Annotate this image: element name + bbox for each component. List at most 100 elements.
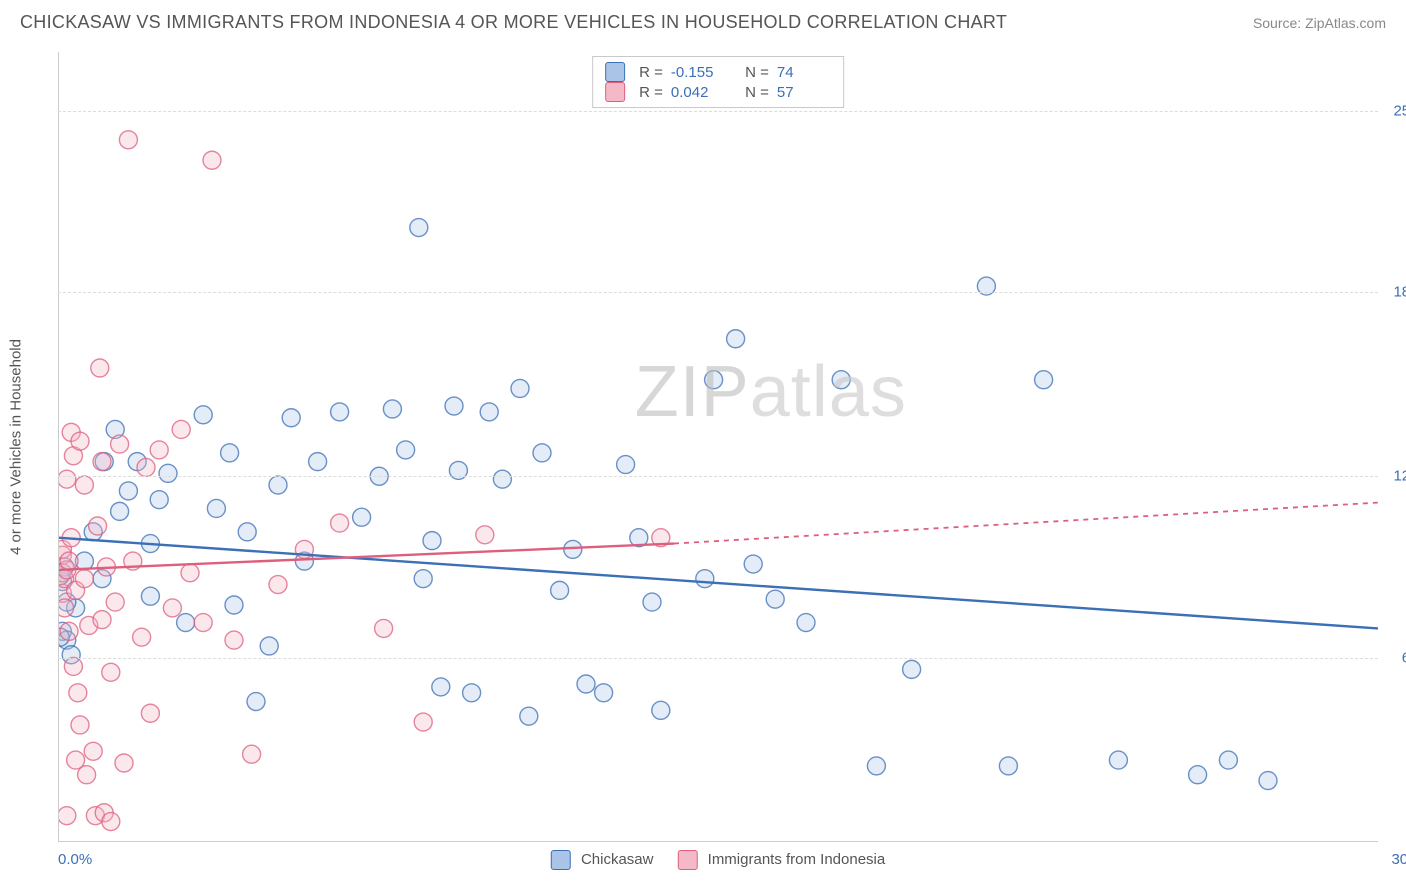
stat-n-value-1: 57 xyxy=(777,84,831,101)
swatch-series-0-icon xyxy=(605,62,625,82)
data-point xyxy=(480,403,498,421)
data-point xyxy=(282,409,300,427)
y-tick-label: 18.8% xyxy=(1382,283,1406,300)
data-point xyxy=(867,757,885,775)
data-point xyxy=(84,742,102,760)
data-point xyxy=(106,593,124,611)
data-point xyxy=(476,526,494,544)
y-axis-line xyxy=(58,52,59,842)
data-point xyxy=(60,552,78,570)
chart-source: Source: ZipAtlas.com xyxy=(1253,15,1386,31)
data-point xyxy=(71,716,89,734)
data-point xyxy=(93,611,111,629)
data-point xyxy=(194,614,212,632)
trend-line-extrapolated xyxy=(674,503,1378,544)
gridline xyxy=(58,658,1378,659)
data-point xyxy=(564,540,582,558)
data-point xyxy=(432,678,450,696)
x-tick-label: 30.0% xyxy=(1391,851,1406,868)
data-point xyxy=(269,476,287,494)
gridline xyxy=(58,111,1378,112)
gridline xyxy=(58,476,1378,477)
data-point xyxy=(71,432,89,450)
data-point xyxy=(75,570,93,588)
data-point xyxy=(150,491,168,509)
stat-r-label-0: R = xyxy=(639,64,663,81)
data-point xyxy=(375,619,393,637)
data-point xyxy=(1259,772,1277,790)
data-point xyxy=(172,420,190,438)
data-point xyxy=(102,813,120,831)
data-point xyxy=(75,476,93,494)
data-point xyxy=(493,470,511,488)
data-point xyxy=(91,359,109,377)
data-point xyxy=(247,693,265,711)
data-point xyxy=(194,406,212,424)
data-point xyxy=(1109,751,1127,769)
data-point xyxy=(414,713,432,731)
data-point xyxy=(225,631,243,649)
legend-item-1: Immigrants from Indonesia xyxy=(677,850,885,870)
data-point xyxy=(551,581,569,599)
data-point xyxy=(652,701,670,719)
data-point xyxy=(797,614,815,632)
data-point xyxy=(414,570,432,588)
data-point xyxy=(766,590,784,608)
data-point xyxy=(111,502,129,520)
y-axis-label: 4 or more Vehicles in Household xyxy=(8,339,25,555)
data-point xyxy=(617,456,635,474)
data-point xyxy=(577,675,595,693)
legend-swatch-0-icon xyxy=(551,850,571,870)
data-point xyxy=(999,757,1017,775)
data-point xyxy=(111,435,129,453)
data-point xyxy=(102,663,120,681)
data-point xyxy=(225,596,243,614)
data-point xyxy=(410,219,428,237)
stat-n-value-0: 74 xyxy=(777,64,831,81)
data-point xyxy=(260,637,278,655)
stat-n-label-1: N = xyxy=(745,84,769,101)
data-point xyxy=(181,564,199,582)
legend: Chickasaw Immigrants from Indonesia xyxy=(551,850,885,870)
data-point xyxy=(643,593,661,611)
data-point xyxy=(58,807,76,825)
data-point xyxy=(221,444,239,462)
chart-header: CHICKASAW VS IMMIGRANTS FROM INDONESIA 4… xyxy=(0,0,1406,39)
data-point xyxy=(383,400,401,418)
y-tick-label: 6.3% xyxy=(1382,649,1406,666)
data-point xyxy=(520,707,538,725)
data-point xyxy=(727,330,745,348)
data-point xyxy=(78,766,96,784)
data-point xyxy=(141,587,159,605)
data-point xyxy=(141,704,159,722)
data-point xyxy=(353,508,371,526)
data-point xyxy=(69,684,87,702)
y-tick-label: 25.0% xyxy=(1382,102,1406,119)
data-point xyxy=(150,441,168,459)
x-tick-label: 0.0% xyxy=(58,851,92,868)
data-point xyxy=(243,745,261,763)
data-point xyxy=(397,441,415,459)
stats-row-1: R = 0.042 N = 57 xyxy=(605,82,831,102)
data-point xyxy=(119,131,137,149)
data-point xyxy=(159,464,177,482)
legend-swatch-1-icon xyxy=(677,850,697,870)
stat-r-value-0: -0.155 xyxy=(671,64,725,81)
data-point xyxy=(595,684,613,702)
data-point xyxy=(58,599,74,617)
data-point xyxy=(705,371,723,389)
data-point xyxy=(1189,766,1207,784)
stat-n-label-0: N = xyxy=(745,64,769,81)
trend-line xyxy=(58,538,1378,629)
data-point xyxy=(119,482,137,500)
data-point xyxy=(309,453,327,471)
data-point xyxy=(93,453,111,471)
data-point xyxy=(511,379,529,397)
swatch-series-1-icon xyxy=(605,82,625,102)
y-tick-label: 12.5% xyxy=(1382,468,1406,485)
data-point xyxy=(445,397,463,415)
data-point xyxy=(463,684,481,702)
data-point xyxy=(832,371,850,389)
data-point xyxy=(207,499,225,517)
data-point xyxy=(177,614,195,632)
